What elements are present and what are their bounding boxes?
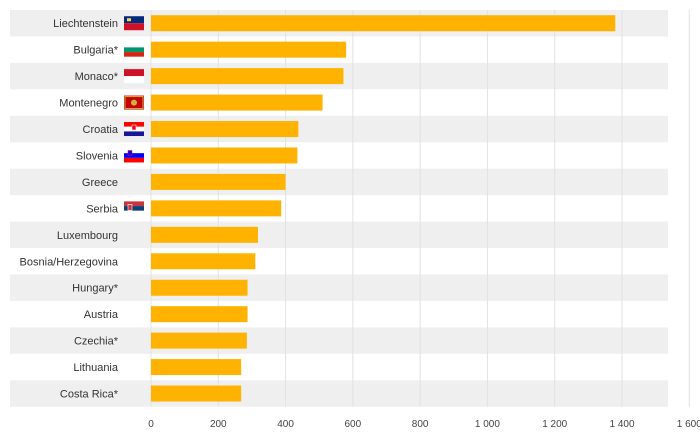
- x-tick-label: 600: [345, 419, 362, 430]
- bar: [151, 94, 323, 111]
- category-label: Liechtenstein: [53, 18, 118, 30]
- bar: [151, 15, 616, 32]
- bar: [151, 121, 299, 138]
- x-tick-label: 1 400: [609, 419, 634, 430]
- row-band: [10, 327, 668, 354]
- x-tick-label: 200: [210, 419, 227, 430]
- category-label: Czechia*: [74, 336, 119, 348]
- serbia-flag: [124, 201, 144, 216]
- category-label: Bulgaria*: [73, 45, 118, 57]
- category-label: Slovenia: [76, 150, 119, 162]
- monaco-flag: [124, 69, 144, 84]
- bar: [151, 279, 248, 296]
- bulgaria-flag: [124, 42, 144, 57]
- slovenia-flag: [124, 148, 144, 163]
- bar: [151, 41, 347, 58]
- category-label: Monaco*: [75, 71, 119, 83]
- bar: [151, 385, 242, 402]
- croatia-flag: [124, 122, 144, 137]
- x-axis-ticks: 0 200 400 600 800 1 000 1 200 1 400 1 600: [148, 419, 700, 430]
- category-label: Costa Rica*: [60, 389, 119, 401]
- category-label: Montenegro: [59, 98, 118, 110]
- x-tick-label: 800: [412, 419, 429, 430]
- row-band: [10, 380, 668, 407]
- bar: [151, 226, 258, 243]
- montenegro-flag: [124, 95, 144, 110]
- category-label: Serbia: [86, 203, 119, 215]
- bar: [151, 359, 242, 376]
- bars: [151, 15, 616, 402]
- category-label: Greece: [82, 177, 118, 189]
- row-bands: [10, 10, 668, 407]
- category-label: Croatia: [83, 124, 119, 136]
- category-label: Bosnia/Herzegovina: [20, 256, 119, 268]
- bar: [151, 147, 298, 164]
- bar: [151, 200, 282, 217]
- x-tick-label: 1 000: [475, 419, 500, 430]
- category-label: Austria: [84, 309, 119, 321]
- bar: [151, 173, 286, 190]
- x-tick-label: 0: [148, 419, 154, 430]
- liechtenstein-flag: [124, 16, 144, 31]
- row-band: [10, 221, 668, 249]
- flags: [124, 16, 144, 216]
- bar: [151, 332, 247, 349]
- bar: [151, 68, 344, 85]
- x-tick-label: 1 600: [677, 419, 700, 430]
- category-labels: Liechtenstein Bulgaria* Monaco* Montenegro C…: [20, 18, 119, 400]
- bar: [151, 253, 256, 270]
- row-band: [10, 115, 668, 143]
- x-tick-label: 400: [277, 419, 294, 430]
- x-tick-label: 1 200: [542, 419, 567, 430]
- category-label: Hungary*: [72, 283, 119, 295]
- row-band: [10, 168, 668, 196]
- bar: [151, 306, 248, 323]
- row-band: [10, 274, 668, 301]
- category-label: Lithuania: [73, 362, 119, 374]
- category-label: Luxembourg: [57, 230, 118, 242]
